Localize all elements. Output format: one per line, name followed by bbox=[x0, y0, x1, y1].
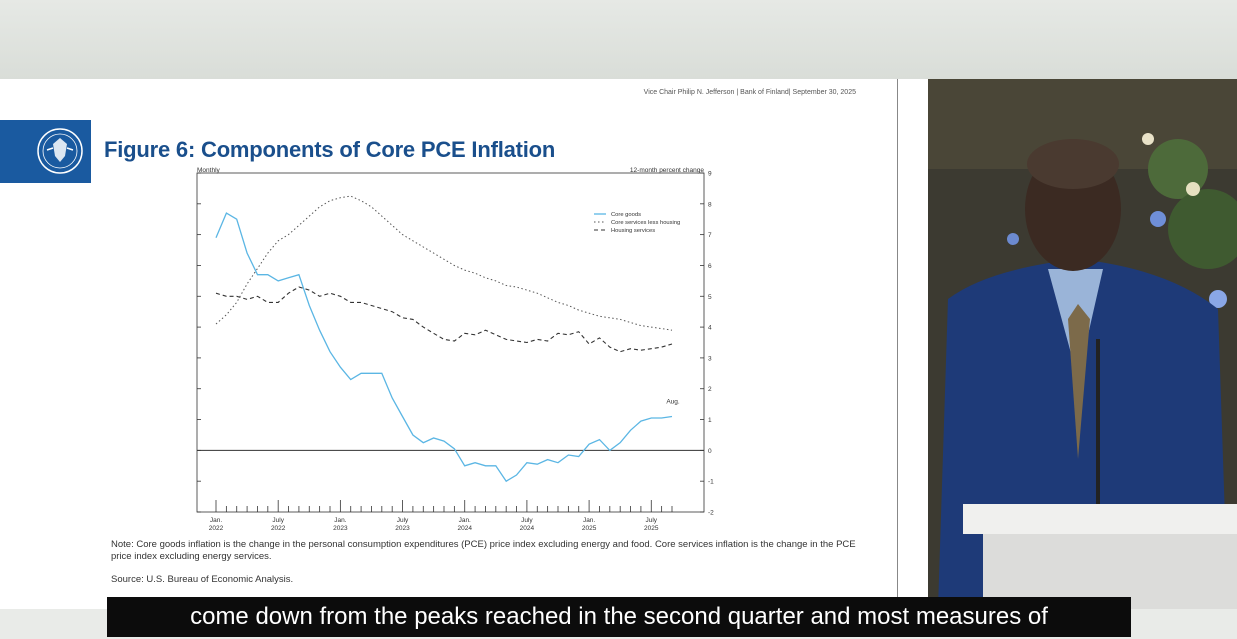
legend-entry: Housing services bbox=[611, 228, 655, 234]
caption-text: come down from the peaks reached in the … bbox=[190, 603, 1048, 630]
chart-ylabel: 12-month percent change bbox=[630, 167, 704, 174]
plot-frame bbox=[196, 172, 705, 513]
y-tick-label: 9 bbox=[708, 171, 712, 178]
x-tick-label-year: 2025 bbox=[582, 525, 597, 532]
x-tick-label-year: 2024 bbox=[457, 525, 472, 532]
x-tick-label-year: 2022 bbox=[271, 525, 286, 532]
x-tick-label: July bbox=[272, 517, 284, 524]
y-tick-label: 5 bbox=[708, 294, 712, 301]
series-line-3 bbox=[215, 286, 673, 353]
y-tick-label: -1 bbox=[708, 479, 714, 486]
speaker-video bbox=[928, 79, 1237, 609]
pce-chart: -2-10123456789Jan.2022July2022Jan.2023Ju… bbox=[196, 167, 714, 532]
y-tick-label: -2 bbox=[708, 510, 714, 517]
presentation-slide: Vice Chair Philip N. Jefferson | Bank of… bbox=[0, 79, 928, 609]
top-band bbox=[0, 0, 1237, 79]
y-tick-label: 7 bbox=[708, 232, 712, 239]
y-tick-label: 3 bbox=[708, 355, 712, 362]
chart-source: Source: U.S. Bureau of Economic Analysis… bbox=[111, 574, 294, 585]
x-tick-label: July bbox=[397, 517, 409, 524]
x-tick-label-year: 2023 bbox=[395, 525, 410, 532]
speaker-illustration bbox=[928, 79, 1237, 609]
end-annotation: Aug. bbox=[666, 398, 680, 405]
chart-note: Note: Core goods inflation is the change… bbox=[111, 539, 856, 562]
legend-entry: Core services less housing bbox=[611, 220, 680, 226]
slide-header-meta: Vice Chair Philip N. Jefferson | Bank of… bbox=[643, 89, 856, 96]
legend-entry: Core goods bbox=[611, 212, 641, 218]
slide-divider bbox=[897, 79, 898, 609]
y-tick-label: 0 bbox=[708, 448, 712, 455]
caption-bar: come down from the peaks reached in the … bbox=[107, 597, 1131, 637]
x-tick-label-year: 2025 bbox=[644, 525, 659, 532]
y-tick-label: 2 bbox=[708, 386, 712, 393]
seal-box bbox=[0, 120, 91, 183]
y-tick-label: 4 bbox=[708, 325, 712, 332]
y-tick-label: 6 bbox=[708, 263, 712, 270]
x-tick-label-year: 2023 bbox=[333, 525, 348, 532]
x-tick-label: July bbox=[521, 517, 533, 524]
y-tick-label: 1 bbox=[708, 417, 712, 424]
series-line-1 bbox=[215, 212, 673, 483]
x-tick-label: Jan. bbox=[583, 517, 595, 524]
figure-title: Figure 6: Components of Core PCE Inflati… bbox=[104, 137, 556, 162]
x-tick-label-year: 2022 bbox=[209, 525, 224, 532]
series-line-2 bbox=[215, 195, 673, 331]
x-tick-label: Jan. bbox=[334, 517, 346, 524]
x-tick-label: Jan. bbox=[459, 517, 471, 524]
federal-reserve-seal-icon bbox=[37, 128, 83, 174]
x-tick-label: July bbox=[645, 517, 657, 524]
chart-top-left-label: Monthly bbox=[197, 167, 221, 174]
x-tick-label: Jan. bbox=[210, 517, 222, 524]
y-tick-label: 8 bbox=[708, 201, 712, 208]
x-tick-label-year: 2024 bbox=[520, 525, 535, 532]
